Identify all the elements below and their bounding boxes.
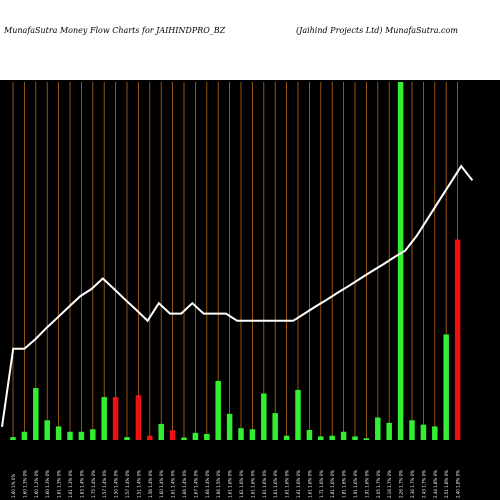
money-flow-bar xyxy=(238,428,244,440)
x-tick-label: 1.66 1.4% 0% xyxy=(205,470,210,498)
grid-lines xyxy=(12,82,459,440)
x-tick-label: 2.44 1.8% 0% xyxy=(433,470,438,498)
x-axis-labels: 1.60 1% 0% 1.60 1.3% 0% 1.60 1.2% 0% 1.60 1… xyxy=(11,470,461,498)
x-tick-label: 1.51 1.4% 0% xyxy=(136,470,141,498)
x-tick-label: 1.61 1.4% 0% xyxy=(171,470,176,498)
x-tick-label: 1.91 1.6% 0% xyxy=(353,470,358,498)
money-flow-bar xyxy=(158,423,164,440)
x-tick-label: 2.26 1.7% 0% xyxy=(399,470,404,498)
x-tick-label: 1.81 1.6% 0% xyxy=(342,470,347,498)
money-flow-bar xyxy=(318,436,324,440)
money-flow-chart: 1.60 1% 0% 1.60 1.3% 0% 1.60 1.2% 0% 1.60 1… xyxy=(1,82,474,498)
money-flow-bar xyxy=(226,413,233,440)
x-tick-label: 1.61 1.6% 0% xyxy=(262,470,267,498)
header-bar: MunafaSutra Money Flow Charts for JAIHIN… xyxy=(0,0,500,80)
money-flow-bar xyxy=(295,389,301,440)
x-tick-label: 1.57 1.4% 0% xyxy=(102,470,107,498)
money-flow-bar xyxy=(21,431,28,440)
chart-subtitle: (Jaihind Projects Ltd) MunafaSutra.com xyxy=(296,26,458,35)
x-tick-label: 1.60 1.4% 0% xyxy=(159,470,164,498)
money-flow-bar xyxy=(306,429,313,440)
money-flow-bar xyxy=(101,397,107,440)
x-tick-label: 1.75 1.4% 0% xyxy=(91,470,96,498)
x-tick-label: 2.43 1.7% 0% xyxy=(421,470,426,498)
x-tick-label: 1.61 1.3% 0% xyxy=(57,470,62,498)
x-tick-label: 1.56 1.4% 0% xyxy=(148,470,153,498)
money-flow-bar xyxy=(135,395,142,440)
x-tick-label: 1.57 1.4% 0% xyxy=(125,470,130,498)
x-tick-label: 1.61 1.6% 0% xyxy=(250,470,255,498)
x-tick-label: 1.61 1.6% 0% xyxy=(228,470,233,498)
money-flow-bar xyxy=(55,426,62,440)
x-tick-label: 1.63 1.4% 0% xyxy=(79,470,84,498)
money-flow-bar xyxy=(386,422,392,440)
x-tick-label: 1.61 1.6% 0% xyxy=(285,470,290,498)
money-flow-bar xyxy=(181,437,187,440)
x-tick-label: 2.40 1.8% 0% xyxy=(456,470,461,498)
x-tick-label: 1.91 1.6% 0% xyxy=(364,470,369,498)
plot-area: 1.60 1% 0% 1.60 1.3% 0% 1.60 1.2% 0% 1.60 1… xyxy=(0,80,500,500)
x-tick-label: 1.81 1.6% 0% xyxy=(330,470,335,498)
x-tick-label: 1.50 1.4% 0% xyxy=(114,470,119,498)
x-tick-label: 1.67 1.4% 0% xyxy=(193,470,198,498)
x-tick-label: 1.60 1% 0% xyxy=(11,474,16,498)
volume-bars xyxy=(10,82,461,440)
money-flow-bar xyxy=(420,424,427,440)
money-flow-bar xyxy=(409,420,415,440)
x-tick-label: 1.61 1.6% 0% xyxy=(307,470,312,498)
money-flow-bar xyxy=(363,438,370,440)
x-tick-label: 2.36 1.7% 0% xyxy=(410,470,415,498)
money-flow-bar xyxy=(443,334,449,440)
money-flow-bar xyxy=(215,380,221,440)
money-flow-bar xyxy=(44,420,50,440)
money-flow-bar xyxy=(67,431,73,440)
money-flow-bar xyxy=(375,417,381,440)
chart-title: MunafaSutra Money Flow Charts for JAIHIN… xyxy=(4,26,226,35)
x-tick-label: 1.71 1.6% 0% xyxy=(319,470,324,498)
x-tick-label: 2.51 1.8% 0% xyxy=(444,470,449,498)
money-flow-bar xyxy=(192,432,199,440)
x-tick-label: 1.61 1.6% 0% xyxy=(273,470,278,498)
money-flow-bar xyxy=(33,388,39,440)
x-tick-label: 2.16 1.7% 0% xyxy=(387,470,392,498)
x-tick-label: 1.66 1.4% 0% xyxy=(182,470,187,498)
money-flow-bar xyxy=(90,429,96,440)
x-tick-label: 1.61 1.6% 0% xyxy=(296,470,301,498)
x-tick-label: 1.66 1.5% 0% xyxy=(216,470,221,498)
money-flow-bar xyxy=(329,435,335,440)
x-tick-label: 2.05 1.7% 0% xyxy=(376,470,381,498)
money-flow-bar xyxy=(454,239,461,440)
money-flow-bar xyxy=(124,437,130,440)
money-flow-bar xyxy=(147,435,153,440)
money-flow-bar xyxy=(432,426,438,440)
x-tick-label: 1.61 1.6% 0% xyxy=(239,470,244,498)
money-flow-bar xyxy=(249,429,256,440)
price-line xyxy=(1,164,474,427)
money-flow-bar xyxy=(78,431,85,440)
money-flow-bar xyxy=(272,413,278,440)
x-tick-label: 1.60 1.3% 0% xyxy=(45,470,50,498)
money-flow-bar xyxy=(10,437,16,440)
x-tick-label: 1.61 1.3% 0% xyxy=(68,470,73,498)
money-flow-bar xyxy=(261,393,267,440)
money-flow-bar xyxy=(169,430,176,440)
x-tick-label: 1.60 1.2% 0% xyxy=(34,470,39,498)
money-flow-bar xyxy=(283,435,290,440)
x-tick-label: 1.60 1.3% 0% xyxy=(22,470,27,498)
money-flow-bar xyxy=(352,436,358,440)
money-flow-bar xyxy=(397,82,404,440)
money-flow-bar xyxy=(340,431,347,440)
money-flow-bar xyxy=(112,397,119,440)
money-flow-bar xyxy=(204,433,210,440)
